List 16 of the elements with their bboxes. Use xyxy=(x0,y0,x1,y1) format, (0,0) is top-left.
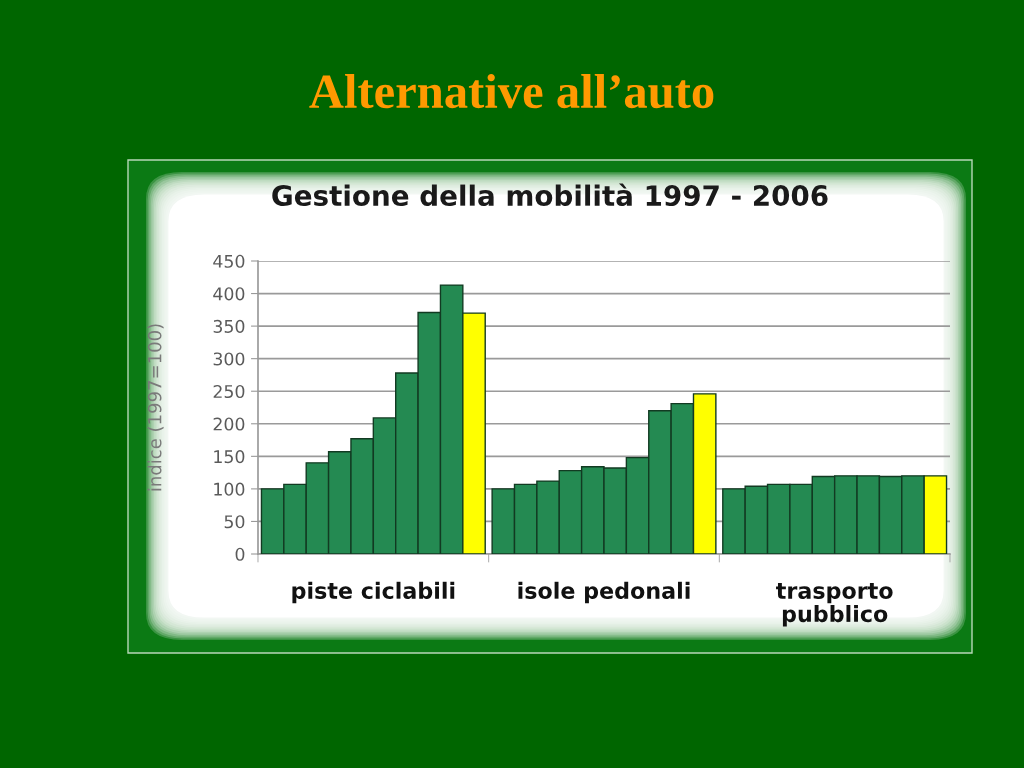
y-tick-label: 50 xyxy=(224,515,245,529)
chart-title: Alternative all’auto xyxy=(309,73,714,109)
x-tick-label: trasporto pubblico xyxy=(776,583,893,627)
y-axis-title: indice (1997=100) xyxy=(147,324,164,491)
y-tick-label: 450 xyxy=(213,254,245,268)
y-tick-label: 100 xyxy=(214,482,245,496)
y-tick-label: 250 xyxy=(213,384,245,399)
chart-subtitle: Gestione della mobilità 1997 - 2006 xyxy=(272,183,828,207)
y-tick-label: 0 xyxy=(235,547,245,561)
x-tick-label: piste ciclabili xyxy=(292,581,455,604)
y-tick-label: 150 xyxy=(214,450,245,464)
y-tick-label: 300 xyxy=(213,352,245,366)
y-tick-label: 200 xyxy=(213,417,245,431)
x-tick-label: isole pedonali xyxy=(518,581,690,604)
y-tick-label: 400 xyxy=(213,287,245,301)
y-tick-label: 350 xyxy=(213,319,245,333)
